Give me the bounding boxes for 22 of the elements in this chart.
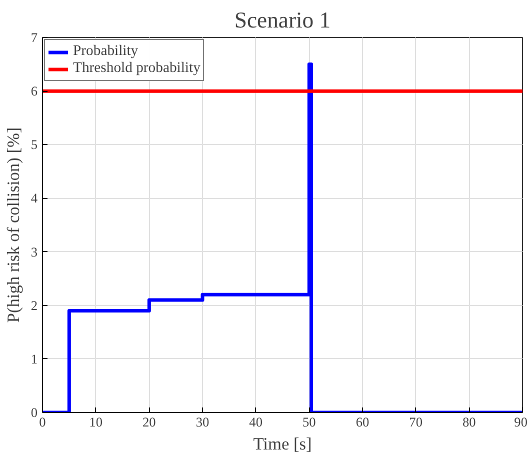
x-tick-label: 30 [196, 414, 210, 430]
y-tick-label: 3 [30, 244, 38, 260]
y-tick-label: 1 [30, 351, 38, 366]
y-tick-label: 7 [30, 30, 38, 45]
legend-label: Probability [73, 43, 138, 60]
legend-label: Threshold probability [73, 60, 200, 77]
x-tick-label: 70 [409, 414, 423, 430]
y-axis-title: P(high risk of collision) [%] [4, 127, 23, 323]
y-tick-label: 0 [30, 405, 38, 420]
y-tick-label: 6 [30, 84, 38, 99]
y-tick-label: 2 [30, 298, 38, 313]
x-tick-label: 40 [249, 414, 263, 430]
x-tick-label: 50 [302, 414, 316, 430]
x-tick-label: 10 [89, 414, 103, 430]
chart-title: Scenario 1 [234, 8, 331, 32]
x-tick-label: 80 [462, 414, 476, 430]
x-tick-label: 60 [356, 414, 370, 430]
x-tick-label: 20 [142, 414, 156, 430]
x-tick-label: 90 [514, 414, 527, 430]
x-axis-title: Time [s] [253, 434, 312, 454]
y-tick-label: 4 [30, 190, 38, 206]
y-tick-label: 5 [30, 137, 38, 152]
